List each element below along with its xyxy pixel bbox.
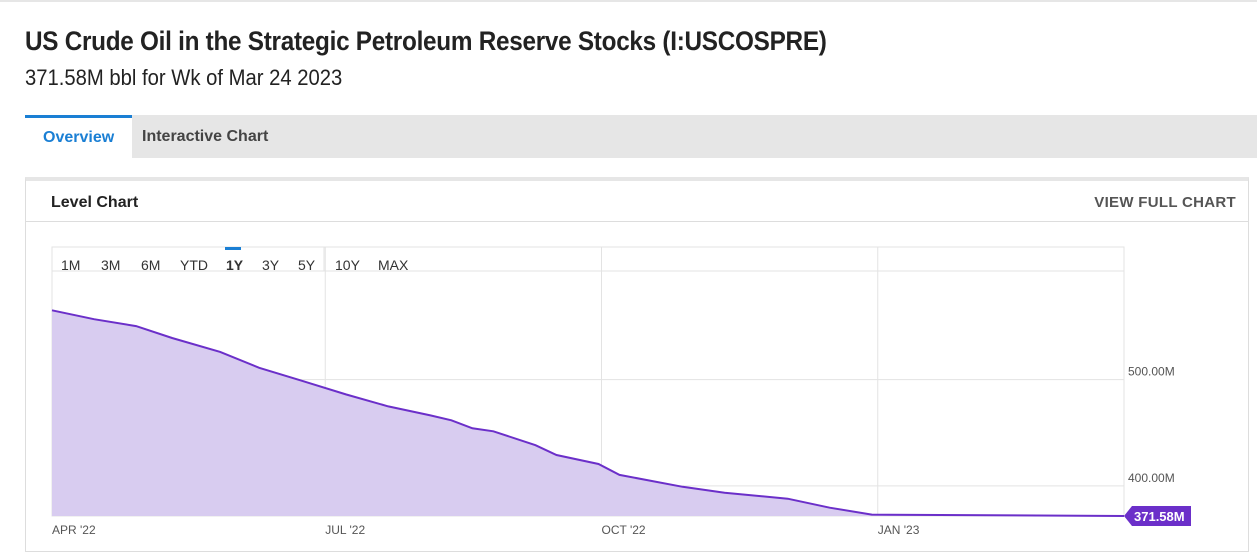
tab-overview[interactable]: Overview — [25, 115, 133, 158]
page-title: US Crude Oil in the Strategic Petroleum … — [25, 26, 827, 56]
view-full-chart-link[interactable]: VIEW FULL CHART — [1094, 194, 1236, 211]
x-tick-label: APR '22 — [52, 523, 96, 537]
x-tick-label: OCT '22 — [602, 523, 646, 537]
range-button-5y[interactable]: 5Y — [298, 257, 316, 273]
range-button-3y[interactable]: 3Y — [262, 257, 280, 273]
range-button-ytd[interactable]: YTD — [180, 257, 208, 273]
panel-header: Level Chart VIEW FULL CHART — [26, 181, 1248, 222]
y-tick-label: 400.00M — [1128, 471, 1175, 485]
range-button-1y[interactable]: 1Y — [226, 257, 244, 273]
range-button-max[interactable]: MAX — [378, 257, 409, 273]
last-value-label: 371.58M — [1134, 509, 1185, 524]
x-tick-label: JAN '23 — [878, 523, 920, 537]
range-button-3m[interactable]: 3M — [101, 257, 120, 273]
panel-title: Level Chart — [51, 194, 139, 211]
tab-interactive-chart[interactable]: Interactive Chart — [142, 128, 269, 145]
range-button-6m[interactable]: 6M — [141, 257, 160, 273]
y-tick-label: 500.00M — [1128, 365, 1175, 379]
x-tick-label: JUL '22 — [325, 523, 365, 537]
series-line — [51, 309, 1125, 517]
range-button-10y[interactable]: 10Y — [335, 257, 361, 273]
last-value-badge — [1124, 506, 1191, 526]
range-button-1m[interactable]: 1M — [61, 257, 80, 273]
tab-bar: Overview Interactive Chart — [25, 115, 1257, 158]
level-chart-panel: Level Chart VIEW FULL CHART — [25, 177, 1249, 552]
latest-value-subtitle: 371.58M bbl for Wk of Mar 24 2023 — [25, 65, 343, 90]
area-fill — [52, 310, 1124, 516]
active-range-indicator — [225, 247, 241, 250]
